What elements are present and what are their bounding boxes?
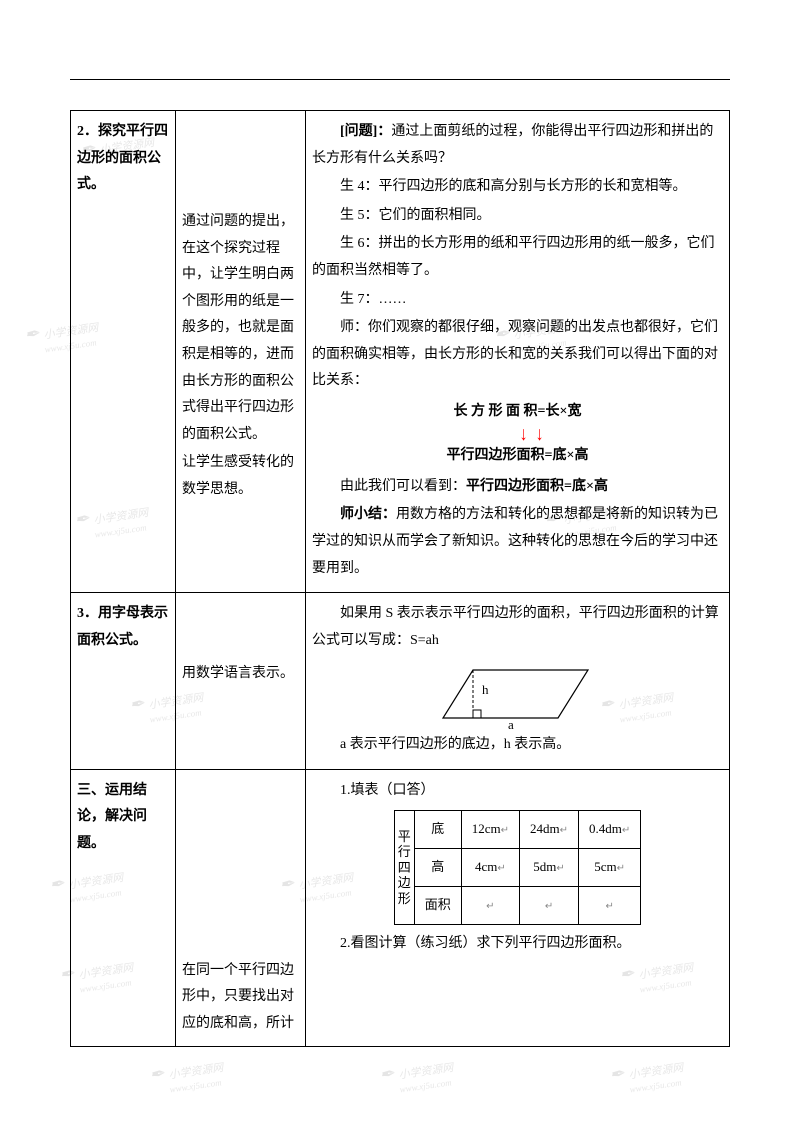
exercise-title: 1.填表（口答） bbox=[312, 778, 723, 805]
section-title-cell: 三、运用结论，解决问题。 bbox=[71, 769, 176, 1046]
rationale-text: 让学生感受转化的数学思想。 bbox=[182, 450, 299, 503]
table-row: 3．用字母表示面积公式。 用数学语言表示。 如果用 S 表示表示平行四边形的面积… bbox=[71, 593, 730, 770]
teacher-text: 师：你们观察的都很仔细，观察问题的出发点也都很好，它们的面积确实相等，由长方形的… bbox=[312, 315, 723, 395]
conclusion-bold: 平行四边形面积=底×高 bbox=[466, 479, 608, 494]
rationale-text: 在同一个平行四边形中，只要找出对应的底和高，所计 bbox=[182, 958, 299, 1038]
a-label: a bbox=[508, 717, 514, 730]
question-para: [问题]：通过上面剪纸的过程，你能得出平行四边形和拼出的长方形有什么关系吗？ bbox=[312, 119, 723, 172]
conclusion-line: 由此我们可以看到：平行四边形面积=底×高 bbox=[312, 474, 723, 501]
rationale-text: 用数学语言表示。 bbox=[182, 661, 299, 688]
h-label: h bbox=[482, 682, 489, 697]
cell: ↵ bbox=[520, 886, 579, 924]
watermark: ✒小学资源网www.xj5u.com bbox=[148, 1055, 226, 1098]
question-label: [问题]： bbox=[340, 124, 391, 139]
lesson-table: 2．探究平行四边形的面积公式。 通过问题的提出，在这个探究过程中，让学生明白两个… bbox=[70, 110, 730, 1047]
cell: 12cm↵ bbox=[461, 811, 519, 849]
letter-explain: a 表示平行四边形的底边，h 表示高。 bbox=[312, 732, 723, 759]
cell: ↵ bbox=[461, 886, 519, 924]
section-title: 2．探究平行四边形的面积公式。 bbox=[77, 124, 168, 192]
content-cell: [问题]：通过上面剪纸的过程，你能得出平行四边形和拼出的长方形有什么关系吗？ 生… bbox=[306, 111, 730, 593]
cell: 5dm↵ bbox=[520, 849, 579, 887]
student-answer: 生 7：…… bbox=[312, 287, 723, 314]
letter-formula-text: 如果用 S 表示表示平行四边形的面积，平行四边形面积的计算公式可以写成：S=ah bbox=[312, 601, 723, 654]
rationale-cell: 在同一个平行四边形中，只要找出对应的底和高，所计 bbox=[176, 769, 306, 1046]
row-header: 底 bbox=[414, 811, 461, 849]
table-row: 2．探究平行四边形的面积公式。 通过问题的提出，在这个探究过程中，让学生明白两个… bbox=[71, 111, 730, 593]
cell: 5cm↵ bbox=[579, 849, 641, 887]
rationale-cell: 通过问题的提出，在这个探究过程中，让学生明白两个图形用的纸是一般多的，也就是面积… bbox=[176, 111, 306, 593]
conclusion-pre: 由此我们可以看到： bbox=[340, 479, 466, 494]
section-title-cell: 2．探究平行四边形的面积公式。 bbox=[71, 111, 176, 593]
student-answer: 生 5：它们的面积相同。 bbox=[312, 203, 723, 230]
rationale-text: 通过问题的提出，在这个探究过程中，让学生明白两个图形用的纸是一般多的，也就是面积… bbox=[182, 209, 299, 448]
header-rule bbox=[70, 50, 730, 80]
section-title-cell: 3．用字母表示面积公式。 bbox=[71, 593, 176, 770]
formula-rectangle: 长 方 形 面 积=长×宽 bbox=[312, 399, 723, 426]
cell: 0.4dm↵ bbox=[579, 811, 641, 849]
arrow-row: ↓↓ bbox=[348, 430, 723, 440]
content-cell: 1.填表（口答） 平行四边形 底 12cm↵ 24dm↵ 0.4dm↵ 高 4c… bbox=[306, 769, 730, 1046]
cell: 4cm↵ bbox=[461, 849, 519, 887]
student-answer: 生 6：拼出的长方形用的纸和平行四边形用的纸一般多，它们的面积当然相等了。 bbox=[312, 231, 723, 284]
teacher-summary: 师小结：用数方格的方法和转化的思想都是将新的知识转为已学过的知识从而学会了新知识… bbox=[312, 502, 723, 582]
section-title: 三、运用结论，解决问题。 bbox=[77, 783, 147, 851]
section-title: 3．用字母表示面积公式。 bbox=[77, 606, 168, 648]
parallelogram-diagram: h a bbox=[438, 660, 598, 730]
content-cell: 如果用 S 表示表示平行四边形的面积，平行四边形面积的计算公式可以写成：S=ah… bbox=[306, 593, 730, 770]
summary-label: 师小结： bbox=[340, 507, 396, 522]
fill-table: 平行四边形 底 12cm↵ 24dm↵ 0.4dm↵ 高 4cm↵ 5dm↵ 5… bbox=[394, 810, 642, 924]
table-row: 三、运用结论，解决问题。 在同一个平行四边形中，只要找出对应的底和高，所计 1.… bbox=[71, 769, 730, 1046]
watermark: ✒小学资源网www.xj5u.com bbox=[378, 1055, 456, 1098]
exercise-title: 2.看图计算（练习纸）求下列平行四边形面积。 bbox=[312, 931, 723, 958]
row-header: 高 bbox=[414, 849, 461, 887]
student-answer: 生 4：平行四边形的底和高分别与长方形的长和宽相等。 bbox=[312, 174, 723, 201]
formula-text: 长 方 形 面 积=长×宽 bbox=[454, 404, 582, 419]
arrow-down-icon: ↓ bbox=[536, 429, 552, 441]
watermark: ✒小学资源网www.xj5u.com bbox=[608, 1055, 686, 1098]
cell: ↵ bbox=[579, 886, 641, 924]
row-header: 面积 bbox=[414, 886, 461, 924]
vertical-label: 平行四边形 bbox=[394, 811, 414, 924]
formula-text: 平行四边形面积=底×高 bbox=[447, 448, 589, 463]
rationale-cell: 用数学语言表示。 bbox=[176, 593, 306, 770]
cell: 24dm↵ bbox=[520, 811, 579, 849]
formula-parallelogram: 平行四边形面积=底×高 bbox=[312, 443, 723, 470]
arrow-down-icon: ↓ bbox=[520, 429, 536, 441]
